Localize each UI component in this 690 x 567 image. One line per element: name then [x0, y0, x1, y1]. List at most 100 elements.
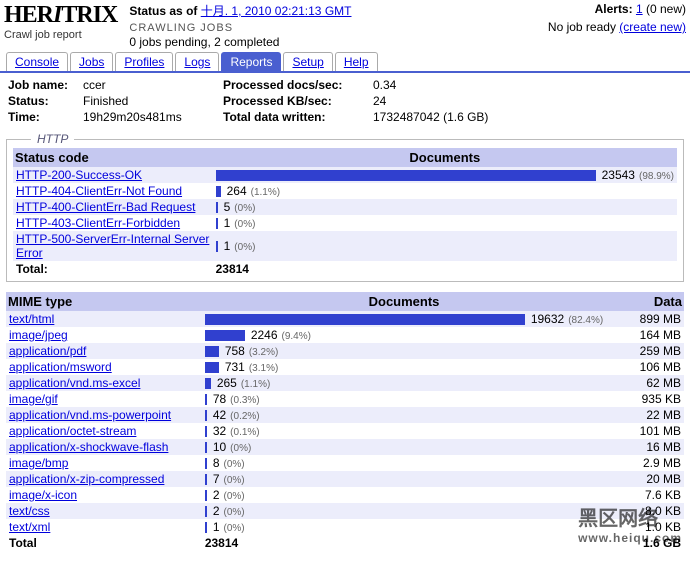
mime-type-link[interactable]: application/vnd.ms-excel: [9, 376, 140, 390]
mime-type-link[interactable]: application/pdf: [9, 344, 86, 358]
http-total-label: Total:: [13, 261, 213, 277]
http-legend: HTTP: [31, 132, 74, 146]
info-val2: 0.34: [373, 77, 396, 93]
mime-type-link[interactable]: application/octet-stream: [9, 424, 136, 438]
mime-data: 8.0 KB: [606, 503, 684, 519]
tab-reports[interactable]: Reports: [221, 52, 281, 71]
mime-pct: (0.1%): [230, 427, 259, 438]
mime-pct: (82.4%): [568, 315, 603, 326]
mime-type-link[interactable]: application/x-shockwave-flash: [9, 440, 168, 454]
mime-type-link[interactable]: text/html: [9, 312, 54, 326]
info-key: Job name:: [8, 77, 83, 93]
mime-count: 2: [213, 488, 220, 502]
http-table: Status code Documents HTTP-200-Success-O…: [13, 148, 677, 277]
mime-total-data: 1.6 GB: [606, 535, 684, 551]
mime-count: 265: [217, 376, 237, 390]
mime-type-link[interactable]: image/x-icon: [9, 488, 77, 502]
mime-data: 7.6 KB: [606, 487, 684, 503]
mime-pct: (9.4%): [282, 331, 311, 342]
info-val: ccer: [83, 77, 223, 93]
http-col-status: Status code: [13, 148, 213, 167]
mime-pct: (0%): [224, 459, 245, 470]
mime-pct: (0%): [230, 443, 251, 454]
info-key: Status:: [8, 93, 83, 109]
tab-setup[interactable]: Setup: [283, 52, 332, 71]
http-pct: (1.1%): [251, 187, 280, 198]
mime-col-docs: Documents: [202, 292, 606, 311]
status-time-link[interactable]: 十月. 1, 2010 02:21:13 GMT: [201, 4, 352, 18]
mime-count: 7: [213, 472, 220, 486]
mime-count: 2246: [251, 328, 278, 342]
alerts-label: Alerts:: [595, 2, 633, 16]
mime-data: 899 MB: [606, 311, 684, 327]
http-count: 1: [224, 216, 231, 230]
mime-data: 1.0 KB: [606, 519, 684, 535]
mime-pct: (0.3%): [230, 395, 259, 406]
http-status-link[interactable]: HTTP-500-ServerErr-Internal Server Error: [16, 232, 209, 260]
mime-data: 164 MB: [606, 327, 684, 343]
mime-count: 1: [213, 520, 220, 534]
mime-count: 19632: [531, 312, 564, 326]
mime-pct: (0.2%): [230, 411, 259, 422]
http-status-link[interactable]: HTTP-403-ClientErr-Forbidden: [16, 216, 180, 230]
http-count: 23543: [602, 168, 635, 182]
mime-table: MIME type Documents Data text/html 19632 (…: [6, 292, 684, 551]
tab-logs[interactable]: Logs: [175, 52, 219, 71]
http-status-link[interactable]: HTTP-200-Success-OK: [16, 168, 142, 182]
mime-type-link[interactable]: image/jpeg: [9, 328, 68, 342]
logo-block: HERITRIX Crawl job report: [4, 2, 117, 50]
tab-bar: ConsoleJobsProfilesLogsReportsSetupHelp: [0, 52, 690, 73]
mime-type-link[interactable]: application/vnd.ms-powerpoint: [9, 408, 171, 422]
tab-help[interactable]: Help: [335, 52, 378, 71]
info-val2: 1732487042 (1.6 GB): [373, 109, 488, 125]
logo: HERITRIX: [4, 2, 117, 29]
mime-pct: (3.1%): [249, 363, 278, 374]
info-key2: Processed KB/sec:: [223, 93, 373, 109]
mime-col-data: Data: [606, 292, 684, 311]
info-key: Time:: [8, 109, 83, 125]
mime-data: 935 KB: [606, 391, 684, 407]
header: HERITRIX Crawl job report Status as of 十…: [0, 0, 690, 50]
tab-console[interactable]: Console: [6, 52, 68, 71]
info-key2: Processed docs/sec:: [223, 77, 373, 93]
http-pct: (0%): [234, 242, 255, 253]
mime-data: 20 MB: [606, 471, 684, 487]
http-status-link[interactable]: HTTP-400-ClientErr-Bad Request: [16, 200, 195, 214]
alerts-count-link[interactable]: 1: [636, 2, 643, 16]
mime-type-link[interactable]: application/x-zip-compressed: [9, 472, 164, 486]
mime-count: 10: [213, 440, 226, 454]
info-val: Finished: [83, 93, 223, 109]
http-status-link[interactable]: HTTP-404-ClientErr-Not Found: [16, 184, 182, 198]
header-right: Status as of 十月. 1, 2010 02:21:13 GMT Al…: [129, 2, 686, 50]
http-total-value: 23814: [213, 261, 677, 277]
tab-jobs[interactable]: Jobs: [70, 52, 113, 71]
mime-data: 101 MB: [606, 423, 684, 439]
alerts-new: (0 new): [646, 2, 686, 16]
job-info: Job name:ccerProcessed docs/sec:0.34 Stat…: [0, 73, 690, 135]
mime-count: 2: [213, 504, 220, 518]
mime-pct: (0%): [224, 491, 245, 502]
mime-total-label: Total: [6, 535, 202, 551]
http-count: 1: [224, 239, 231, 253]
info-val: 19h29m20s481ms: [83, 109, 223, 125]
mime-count: 78: [213, 392, 226, 406]
mime-count: 8: [213, 456, 220, 470]
no-job-ready: No job ready: [548, 20, 616, 34]
jobs-pending: 0 jobs pending, 2 completed: [129, 35, 686, 49]
mime-data: 16 MB: [606, 439, 684, 455]
mime-type-link[interactable]: text/xml: [9, 520, 50, 534]
mime-type-link[interactable]: text/css: [9, 504, 50, 518]
http-count: 5: [224, 200, 231, 214]
mime-col-type: MIME type: [6, 292, 202, 311]
mime-pct: (0%): [224, 523, 245, 534]
create-new-link[interactable]: (create new): [619, 20, 686, 34]
mime-pct: (3.2%): [249, 347, 278, 358]
mime-type-link[interactable]: application/msword: [9, 360, 112, 374]
info-key2: Total data written:: [223, 109, 373, 125]
mime-type-link[interactable]: image/bmp: [9, 456, 68, 470]
mime-type-link[interactable]: image/gif: [9, 392, 58, 406]
tab-profiles[interactable]: Profiles: [115, 52, 173, 71]
http-pct: (0%): [234, 219, 255, 230]
mime-total-count: 23814: [202, 535, 606, 551]
mime-count: 731: [225, 360, 245, 374]
